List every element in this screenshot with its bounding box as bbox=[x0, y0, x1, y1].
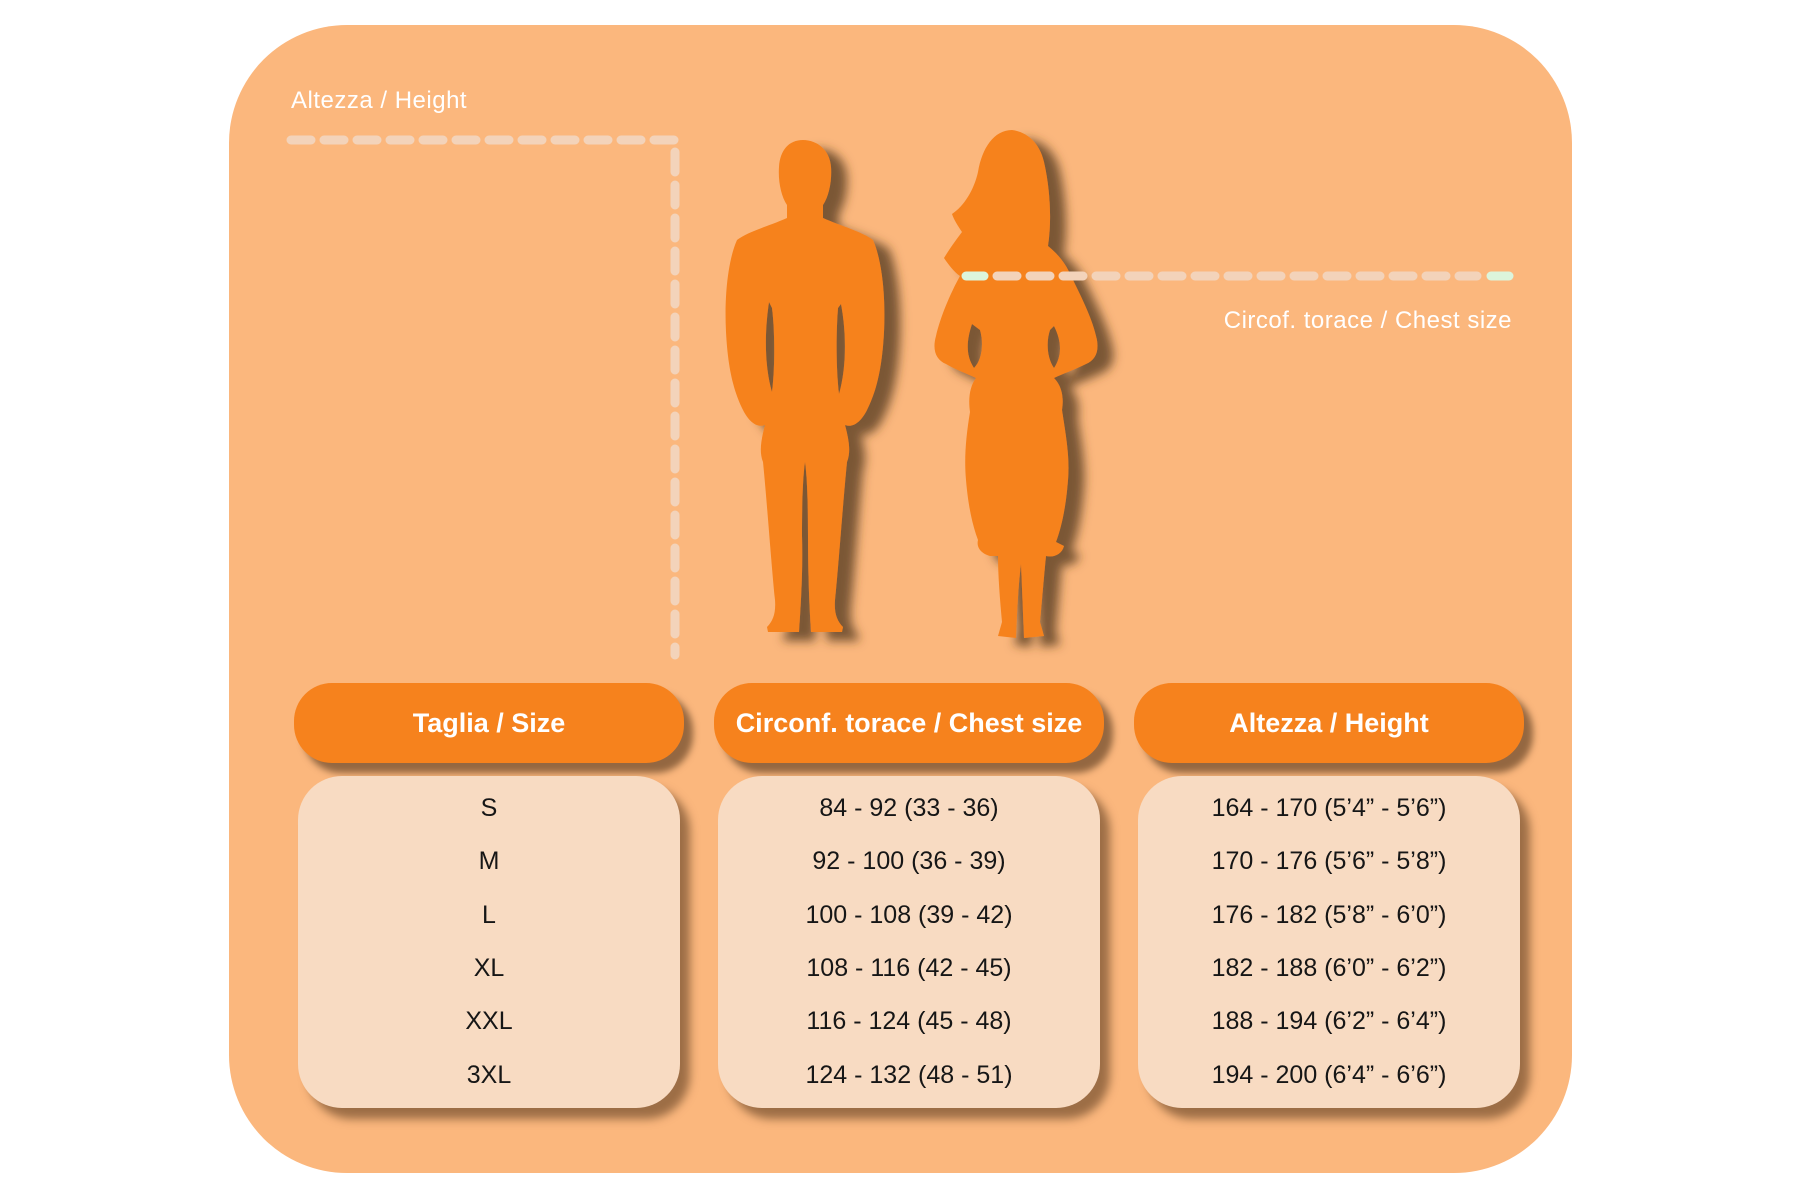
chest-cell: 108 - 116 (42 - 45) bbox=[806, 954, 1012, 983]
height-cell: 188 - 194 (6’2” - 6’4”) bbox=[1211, 1007, 1447, 1036]
chest-cell: 100 - 108 (39 - 42) bbox=[805, 900, 1013, 929]
chest-cell: 116 - 124 (45 - 48) bbox=[806, 1007, 1012, 1036]
woman-silhouette bbox=[934, 130, 1098, 638]
chest-cell: 124 - 132 (48 - 51) bbox=[805, 1060, 1013, 1089]
height-annotation-label: Altezza / Height bbox=[291, 87, 468, 114]
size-cell: S bbox=[480, 794, 498, 823]
size-cell: XL bbox=[473, 954, 505, 983]
height-cell: 170 - 176 (5’6” - 5’8”) bbox=[1211, 847, 1447, 876]
height-cell: 194 - 200 (6’4” - 6’6”) bbox=[1211, 1060, 1447, 1089]
chest-column-panel: 84 - 92 (33 - 36) 92 - 100 (36 - 39) 100… bbox=[718, 776, 1100, 1108]
height-cell: 164 - 170 (5’4” - 5’6”) bbox=[1211, 794, 1447, 823]
column-header-chest: Circonf. torace / Chest size bbox=[714, 683, 1104, 763]
size-cell: L bbox=[482, 900, 496, 929]
size-column-panel: S M L XL XXL 3XL bbox=[298, 776, 680, 1108]
size-cell: 3XL bbox=[466, 1060, 512, 1089]
man-silhouette bbox=[725, 140, 885, 632]
size-cell: XXL bbox=[465, 1007, 513, 1036]
figures-and-measure-lines bbox=[286, 130, 1514, 660]
chest-cell: 92 - 100 (36 - 39) bbox=[812, 847, 1006, 876]
column-header-size: Taglia / Size bbox=[294, 683, 684, 763]
chest-cell: 84 - 92 (33 - 36) bbox=[819, 794, 999, 823]
height-measure-dashed-line bbox=[286, 135, 680, 660]
chest-annotation-label: Circof. torace / Chest size bbox=[1223, 307, 1512, 334]
height-cell: 176 - 182 (5’8” - 6’0”) bbox=[1211, 900, 1447, 929]
height-column-panel: 164 - 170 (5’4” - 5’6”) 170 - 176 (5’6” … bbox=[1138, 776, 1520, 1108]
column-header-height: Altezza / Height bbox=[1134, 683, 1524, 763]
size-guide-board: Altezza / Height Circof. torace / Chest … bbox=[229, 25, 1572, 1173]
height-cell: 182 - 188 (6’0” - 6’2”) bbox=[1211, 954, 1447, 983]
size-cell: M bbox=[478, 847, 500, 876]
